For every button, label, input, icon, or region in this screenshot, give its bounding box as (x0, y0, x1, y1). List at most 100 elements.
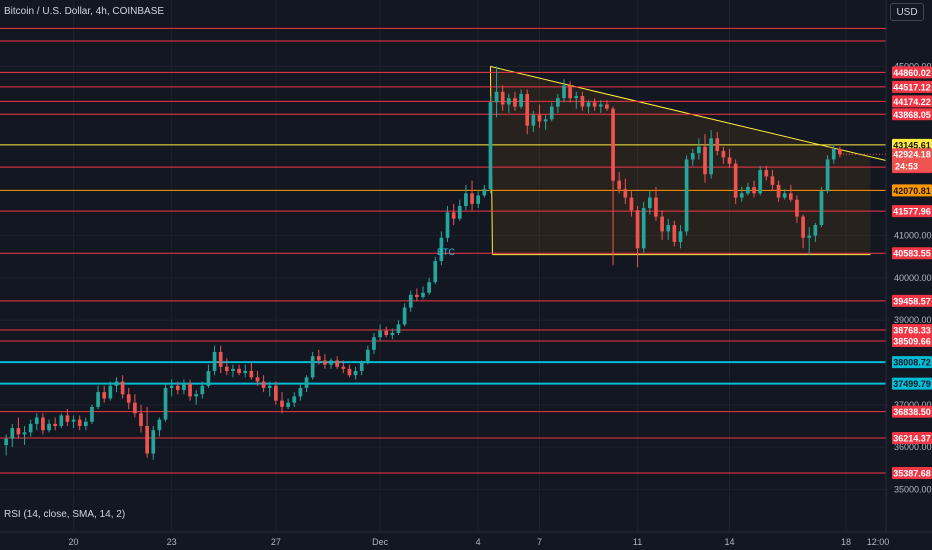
candle (605, 100, 609, 111)
candle-body (838, 148, 842, 155)
candle-body (390, 332, 395, 336)
candle-body (353, 370, 358, 376)
candle-body (672, 225, 677, 242)
candle (102, 385, 107, 403)
price-tag-bg (892, 405, 932, 418)
price-tag-label: 40583.55 (893, 249, 931, 259)
candle (782, 189, 787, 200)
price-tag-label: 36214.37 (893, 434, 931, 444)
candle-body (525, 93, 530, 126)
price-tag-bg (892, 184, 932, 197)
candle-body (623, 189, 628, 198)
candle-body (323, 360, 327, 365)
candle (574, 91, 579, 109)
candle-body (83, 421, 88, 426)
currency-button[interactable]: USD (890, 3, 924, 21)
candle (568, 81, 572, 103)
candle (390, 328, 395, 340)
candle-body (758, 170, 763, 194)
candle (28, 419, 33, 437)
candle (408, 290, 413, 312)
candle (267, 381, 272, 397)
candle-body (721, 151, 726, 158)
candle (776, 180, 781, 202)
candle (831, 144, 836, 164)
candle-body (114, 381, 119, 386)
candle (83, 417, 88, 431)
candle-body (660, 216, 664, 232)
candle (359, 360, 364, 376)
candle-body (255, 377, 260, 382)
candle-body (139, 413, 143, 426)
candle (421, 286, 425, 300)
candle-body (249, 370, 254, 378)
candle-body (231, 368, 235, 371)
price-tag-bg (892, 356, 932, 369)
candle-body (543, 119, 548, 122)
candle (451, 203, 456, 226)
candle-body (746, 186, 750, 194)
candle (53, 417, 58, 431)
candle-body (71, 419, 76, 422)
candle-body (831, 148, 836, 160)
candle (506, 93, 511, 113)
candle (678, 225, 683, 249)
candle (654, 186, 658, 221)
candle (151, 425, 156, 460)
time-axis-tick: 18 (841, 537, 851, 547)
candle-body (372, 337, 376, 350)
candle-body (206, 370, 211, 386)
candle-body (163, 387, 168, 420)
candle (261, 375, 266, 393)
candle-body (513, 98, 517, 107)
candle (169, 379, 174, 397)
candle (697, 138, 701, 160)
candle (133, 394, 137, 418)
candle (396, 320, 401, 336)
candle (758, 165, 763, 196)
candle (341, 360, 346, 374)
triangle-fill (490, 66, 871, 255)
candle-body (108, 385, 113, 399)
price-axis-tick: 37000.00 (894, 400, 932, 410)
candle (329, 358, 333, 369)
candle-body (427, 282, 431, 293)
candle (59, 413, 64, 429)
candle-body (592, 102, 597, 107)
candle-body (568, 85, 572, 99)
candle (445, 206, 450, 242)
candle-body (10, 428, 15, 439)
candle (433, 256, 438, 285)
candle-body (335, 360, 340, 367)
candle-body (641, 208, 646, 249)
candle (280, 392, 284, 414)
time-axis: 20 23 27 Dec 4 7 11 14 18 12:00 (69, 537, 890, 547)
candle-body (598, 104, 603, 107)
rsi-indicator-label[interactable]: RSI (14, close, SMA, 14, 2) (4, 509, 125, 520)
candle (120, 375, 125, 399)
time-axis-tick: 11 (633, 537, 642, 547)
candle (580, 91, 585, 111)
candle (647, 191, 652, 215)
time-axis-tick: 23 (167, 537, 177, 547)
price-tag-bg (892, 377, 932, 390)
candle (218, 345, 223, 374)
candle (592, 98, 597, 111)
candle (623, 178, 628, 204)
candle-body (795, 199, 799, 217)
candle-body (145, 425, 149, 454)
candle-body (752, 186, 756, 194)
candle-body (329, 360, 333, 365)
candle-body (605, 104, 609, 109)
candle (353, 366, 358, 380)
candle (365, 345, 370, 365)
candle-body (617, 180, 622, 190)
price-tag-bg (892, 66, 932, 79)
candle-body (280, 400, 284, 407)
candle (598, 100, 603, 113)
candle (65, 409, 70, 426)
candle (586, 100, 591, 113)
candle-body (421, 292, 425, 297)
price-tag-bg (892, 432, 932, 445)
candle (96, 385, 100, 410)
